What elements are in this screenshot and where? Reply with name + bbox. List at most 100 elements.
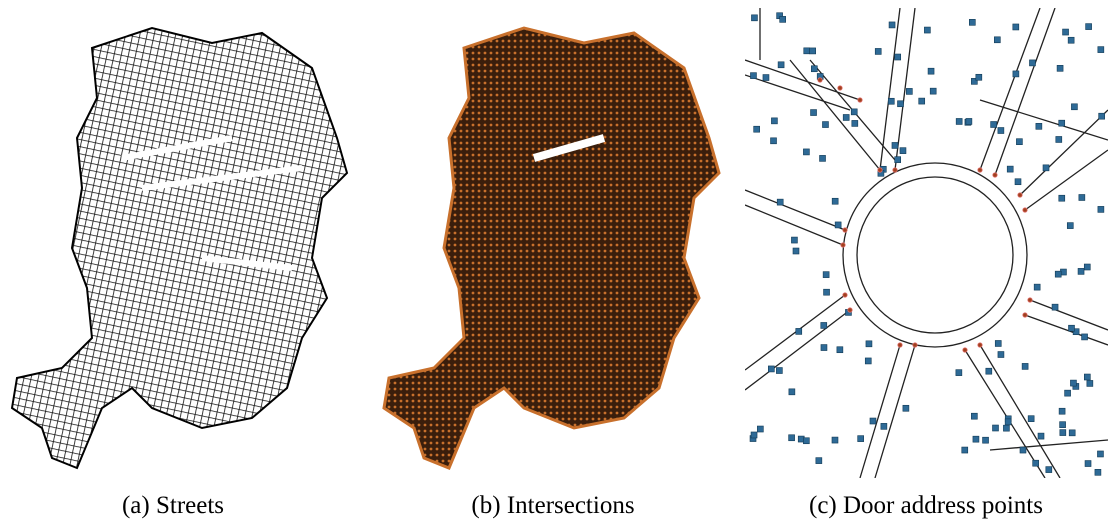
address-point — [1038, 433, 1044, 439]
address-point — [1085, 461, 1091, 467]
address-point — [1029, 60, 1035, 66]
address-point — [1059, 120, 1065, 126]
address-point — [1084, 374, 1090, 380]
address-point — [1028, 416, 1034, 422]
address-point — [804, 48, 810, 54]
address-point — [993, 425, 999, 431]
address-point — [995, 340, 1001, 346]
address-point — [865, 358, 871, 364]
address-point — [870, 418, 876, 424]
address-point — [1020, 447, 1026, 453]
address-point — [1046, 467, 1052, 473]
address-point — [791, 237, 797, 243]
address-point — [777, 199, 783, 205]
address-point — [1056, 136, 1062, 142]
address-point — [750, 73, 756, 79]
address-point — [962, 447, 968, 453]
intersection-point — [1018, 193, 1022, 197]
address-point — [821, 345, 827, 351]
address-point — [843, 114, 849, 120]
address-point — [998, 128, 1004, 134]
address-point — [1087, 380, 1093, 386]
address-point — [778, 62, 784, 68]
address-point — [1069, 430, 1075, 436]
address-point — [789, 435, 795, 441]
address-point — [771, 138, 777, 144]
address-point — [1034, 284, 1040, 290]
address-point — [1022, 363, 1028, 369]
address-point — [821, 322, 827, 328]
intersection-point — [898, 343, 902, 347]
address-point — [1063, 29, 1069, 35]
address-point — [900, 148, 906, 154]
intersection-point — [841, 243, 845, 247]
intersection-point — [858, 98, 862, 102]
address-point — [1059, 408, 1065, 414]
address-point — [895, 54, 901, 60]
intersection-point — [878, 168, 882, 172]
intersections-map — [384, 28, 719, 468]
intersection-point — [913, 343, 917, 347]
address-point — [994, 37, 1000, 43]
address-point — [771, 118, 777, 124]
address-point — [906, 88, 912, 94]
address-point — [895, 157, 901, 163]
intersection-point — [893, 168, 897, 172]
address-point — [1055, 271, 1061, 277]
address-point — [1078, 268, 1084, 274]
address-point — [1016, 139, 1022, 145]
address-point — [1059, 195, 1065, 201]
address-point — [971, 413, 977, 419]
address-point — [1036, 123, 1042, 129]
address-point — [1084, 264, 1090, 270]
address-point — [924, 27, 930, 33]
address-point — [956, 370, 962, 376]
address-point — [751, 432, 757, 438]
address-point — [1013, 71, 1019, 77]
intersection-point — [1023, 208, 1027, 212]
intersection-point — [1028, 298, 1032, 302]
address-point — [1082, 334, 1088, 340]
address-point — [1068, 37, 1074, 43]
address-point — [875, 48, 881, 54]
address-point — [1003, 425, 1009, 431]
address-point — [810, 48, 816, 54]
address-point — [956, 118, 962, 124]
address-point — [866, 341, 872, 347]
address-point — [1095, 469, 1101, 475]
address-point — [780, 16, 786, 22]
address-point — [1069, 325, 1075, 331]
address-point — [898, 101, 904, 107]
address-point — [1057, 65, 1063, 71]
address-point — [1043, 165, 1049, 171]
address-point — [1005, 419, 1011, 425]
address-map — [745, 8, 1108, 478]
address-point — [793, 248, 799, 254]
address-point — [1097, 451, 1103, 457]
address-point — [811, 66, 817, 72]
address-point — [757, 426, 763, 432]
intersection-point — [818, 78, 822, 82]
address-point — [1060, 430, 1066, 436]
address-point — [1060, 422, 1066, 428]
address-point — [986, 368, 992, 374]
address-point — [823, 272, 829, 278]
address-point — [969, 19, 975, 25]
address-point — [1070, 380, 1076, 386]
caption: (a) Streets — [122, 492, 224, 519]
address-point — [1086, 24, 1092, 30]
address-point — [858, 436, 864, 442]
address-point — [1071, 104, 1077, 110]
address-point — [976, 74, 982, 80]
address-point — [919, 98, 925, 104]
address-point — [892, 142, 898, 148]
caption: (c) Door address points — [809, 492, 1043, 519]
streets-map — [12, 28, 347, 468]
address-point — [754, 126, 760, 132]
address-point — [751, 15, 757, 21]
address-point — [851, 109, 857, 115]
intersection-point — [963, 348, 967, 352]
address-point — [903, 405, 909, 411]
address-point — [998, 352, 1004, 358]
address-point — [1052, 304, 1058, 310]
